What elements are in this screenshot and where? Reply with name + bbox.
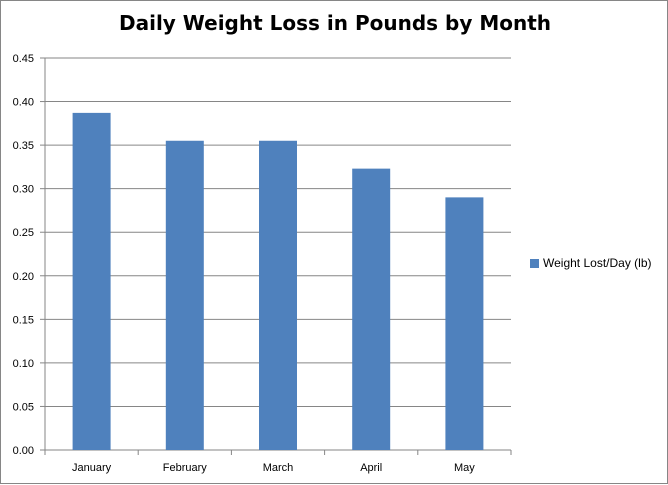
y-tick-label: 0.00 (13, 445, 34, 457)
y-tick-label: 0.30 (13, 184, 34, 196)
x-tick-label: April (360, 462, 382, 474)
y-tick-label: 0.35 (13, 140, 34, 152)
y-tick-label: 0.25 (13, 227, 34, 239)
x-tick-label: May (454, 462, 475, 474)
bar-april (352, 168, 391, 450)
chart-title: Daily Weight Loss in Pounds by Month (118, 11, 552, 35)
legend: Weight Lost/Day (lb) (530, 256, 652, 270)
x-tick-label: January (72, 462, 112, 474)
y-tick-label: 0.05 (13, 401, 34, 413)
legend-swatch (530, 258, 539, 268)
x-tick-label: March (263, 462, 294, 474)
x-tick-label: February (163, 462, 208, 474)
y-tick-label: 0.45 (13, 53, 34, 65)
y-tick-label: 0.20 (13, 271, 34, 283)
y-tick-label: 0.40 (13, 97, 34, 109)
bar-february (165, 140, 204, 450)
bar-march (259, 140, 297, 450)
y-tick-label: 0.10 (13, 358, 34, 370)
legend-label: Weight Lost/Day (lb) (543, 256, 652, 270)
bar-january (72, 112, 111, 450)
bar-may (445, 197, 484, 450)
y-tick-label: 0.15 (13, 314, 34, 326)
